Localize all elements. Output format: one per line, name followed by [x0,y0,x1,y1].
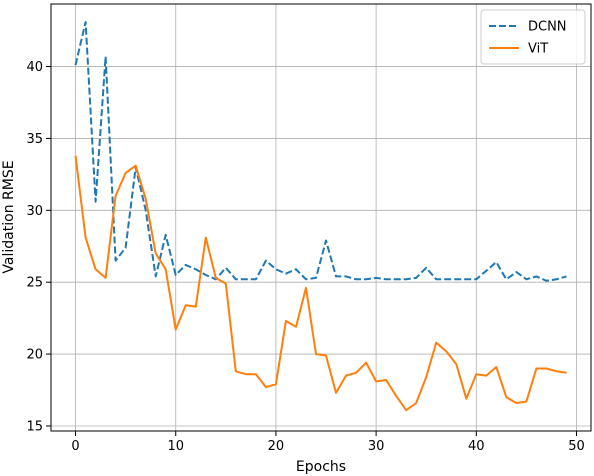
y-tick-label: 15 [26,419,43,434]
x-axis-label: Epochs [296,459,346,475]
legend: DCNN ViT [480,9,586,65]
series-lines [74,21,567,412]
series-line-vit [74,155,567,412]
y-axis-label: Validation RMSE [1,160,17,273]
plot-frame [50,3,592,432]
y-tick-label: 40 [26,60,43,75]
x-tick-label: 40 [468,439,485,454]
y-tick-label: 30 [26,204,43,219]
series-line-dcnn [74,21,567,282]
y-ticks: 15 20 25 30 35 40 [26,60,51,434]
x-tick-label: 10 [167,439,184,454]
x-tick-label: 50 [568,439,585,454]
plot-area [51,4,591,431]
x-tick-label: 0 [71,439,79,454]
x-tick-label: 30 [368,439,385,454]
x-tick-label: 20 [268,439,285,454]
legend-label-vit: ViT [528,42,548,57]
y-tick-label: 20 [26,348,43,363]
x-ticks: 0 10 20 30 40 50 [71,431,585,454]
y-tick-label: 25 [26,276,43,291]
grid-lines [51,4,591,431]
legend-label-dcnn: DCNN [528,20,567,35]
legend-box [480,9,586,65]
y-tick-label: 35 [26,132,43,147]
